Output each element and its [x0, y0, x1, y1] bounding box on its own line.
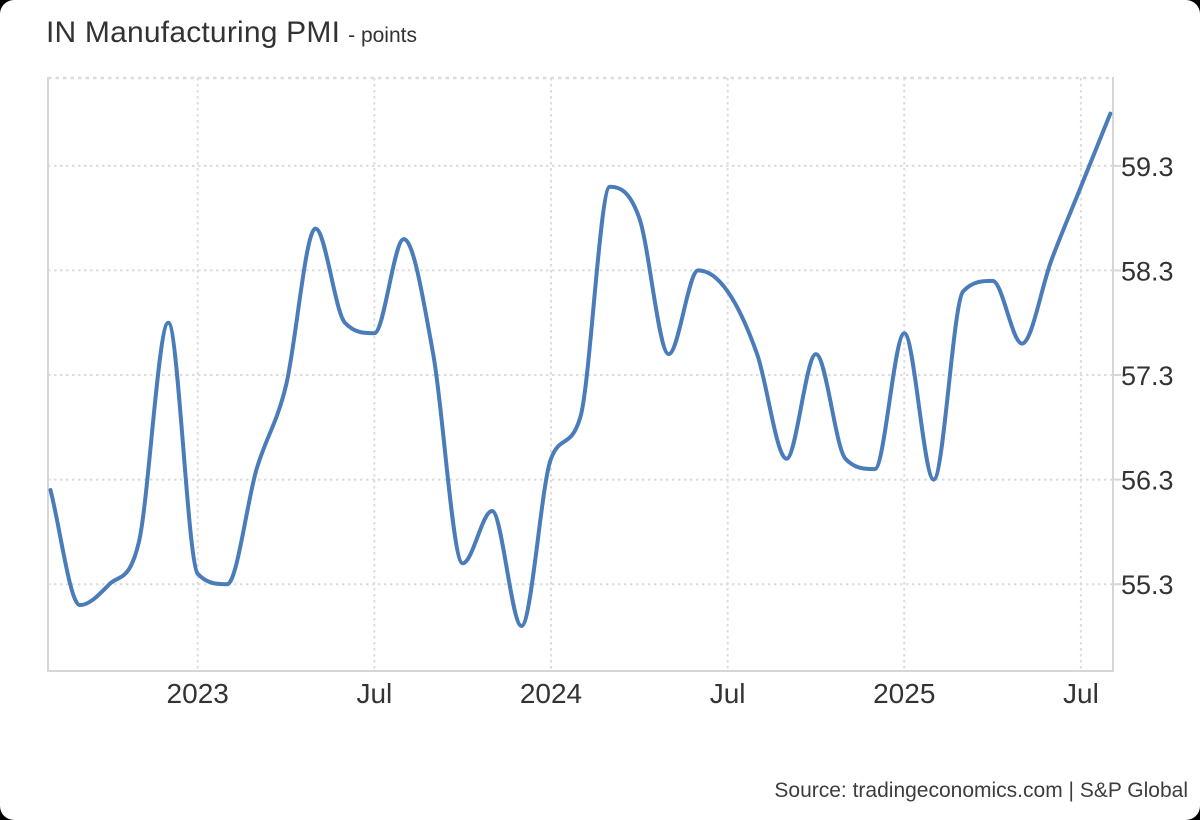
x-tick-label: Jul [356, 678, 392, 709]
chart-title: IN Manufacturing PMI [46, 16, 341, 49]
y-tick-label: 57.3 [1121, 361, 1174, 391]
y-axis-tick-labels: 59.3 58.3 57.3 56.3 55.3 [1121, 152, 1174, 600]
chart-header: IN Manufacturing PMI - points [46, 16, 417, 50]
y-tick-label: 58.3 [1121, 256, 1174, 286]
source-attribution: Source: tradingeconomics.com | S&P Globa… [774, 779, 1188, 802]
x-axis-tick-labels: 2023 Jul 2024 Jul 2025 Jul [167, 678, 1099, 709]
y-tick-label: 55.3 [1121, 570, 1174, 600]
plot-area[interactable] [48, 78, 1113, 671]
horizontal-gridlines [48, 164, 1121, 586]
y-tick-label: 59.3 [1121, 152, 1174, 182]
y-tick-label: 56.3 [1121, 466, 1174, 496]
x-tick-label: 2025 [873, 678, 935, 709]
x-tick-label: 2023 [167, 678, 229, 709]
x-tick-label: Jul [710, 678, 746, 709]
plot-frame [47, 76, 1114, 672]
chart-subtitle: - points [348, 24, 417, 47]
pmi-series-line[interactable] [48, 111, 1113, 628]
x-tick-label: Jul [1063, 678, 1099, 709]
x-tick-label: 2024 [520, 678, 582, 709]
